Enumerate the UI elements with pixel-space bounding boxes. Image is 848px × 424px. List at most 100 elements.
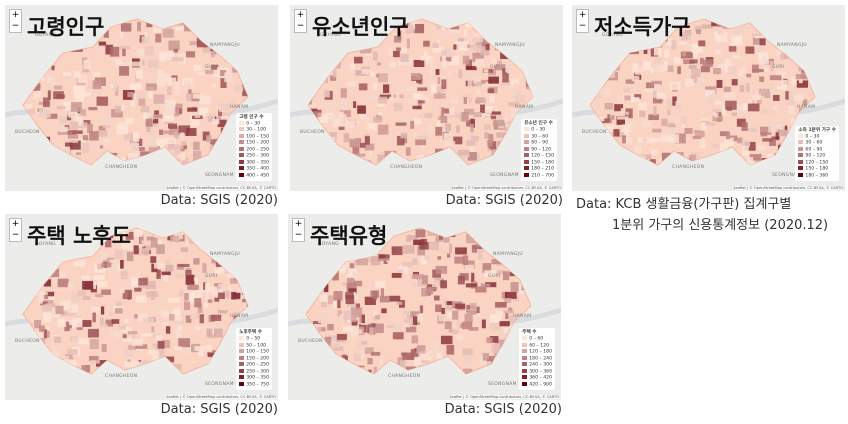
legend-item: 0 – 30 [524,127,554,134]
district [413,93,422,99]
district [103,30,109,38]
district [227,259,239,270]
zoom-in[interactable]: + [11,10,20,20]
district [23,278,29,284]
district [174,90,180,96]
district [373,366,377,373]
district [393,50,400,58]
district [68,373,74,374]
district [711,19,717,27]
district [346,302,357,307]
district [531,259,537,263]
legend-item: 90 – 120 [524,146,554,154]
district [420,56,432,61]
district [90,360,100,364]
district [115,42,120,48]
district [529,55,533,66]
district [69,328,76,338]
district [33,53,39,60]
district [444,321,452,330]
district [174,308,181,312]
district [120,23,132,32]
district [346,282,357,292]
district [230,278,238,284]
district [482,106,494,113]
zoom-out[interactable]: − [296,21,305,31]
district [318,361,323,367]
district [37,370,43,374]
district [821,98,827,103]
zoom-in[interactable]: + [294,219,303,229]
district [23,243,27,249]
district [467,134,475,145]
district [138,284,149,289]
zoom-out[interactable]: − [11,21,20,31]
district [717,25,724,35]
district [466,234,478,244]
zoom-out[interactable]: − [11,230,20,240]
district [55,365,66,372]
legend-label: 350 – 400 [246,166,269,172]
attribution: Leaflet | © OpenStreetMap contributors, … [166,186,276,190]
district [650,67,656,74]
legend-swatch [239,342,245,347]
district [140,333,153,337]
district [327,49,340,58]
district [177,263,190,268]
zoom-in[interactable]: + [296,10,305,20]
place-label: BUCHEON [298,339,323,344]
district [197,165,208,168]
district [163,356,175,363]
district [812,29,815,34]
district [769,28,775,38]
district [514,143,519,152]
district [149,137,157,148]
zoom-in[interactable]: + [11,219,20,229]
district [819,52,827,60]
district [633,41,644,50]
district [403,245,415,254]
district [151,326,155,333]
district [206,344,213,353]
district [114,234,122,238]
district [426,288,434,295]
district [70,102,82,112]
district [68,136,79,143]
legend-item: 420 – 900 [522,381,552,389]
district [775,129,780,139]
place-label: HANAM [230,105,249,110]
legend-swatch [798,146,804,151]
legend-swatch [239,153,245,157]
district [666,98,673,109]
zoom-in[interactable]: + [578,10,587,20]
district [138,277,148,286]
district [469,302,477,312]
district [731,35,743,46]
district [23,368,35,374]
legend-swatch [798,159,804,164]
district [683,59,695,65]
district [164,51,175,59]
district [135,344,148,349]
district [637,60,644,65]
district [108,155,119,160]
district [312,321,322,325]
district [97,281,108,288]
district [131,277,142,287]
district [67,134,79,139]
district [435,304,442,313]
map-title: 저소득가구 [594,15,691,39]
district [49,77,57,86]
district [153,262,166,269]
district [205,19,210,26]
zoom-out[interactable]: − [294,230,303,240]
legend-swatch [524,127,530,131]
district [239,270,246,278]
district [632,63,639,73]
district [124,361,137,368]
legend-label: 60 – 90 [531,140,549,146]
district [786,96,797,105]
zoom-out[interactable]: − [578,21,587,31]
district [247,258,248,268]
